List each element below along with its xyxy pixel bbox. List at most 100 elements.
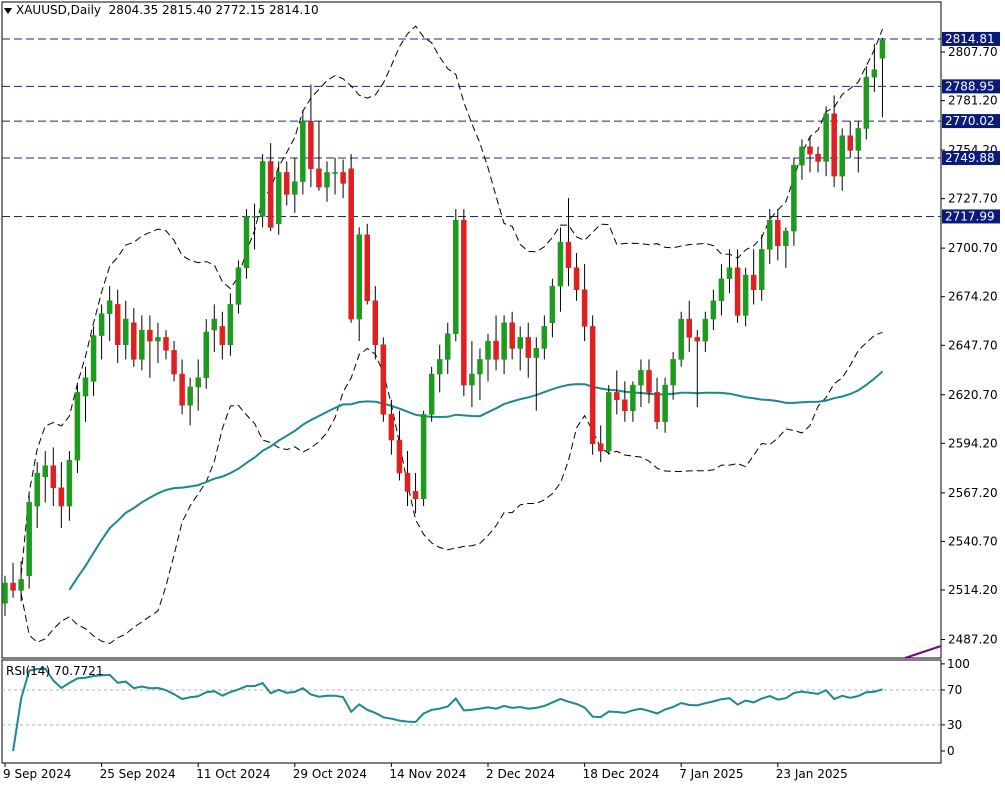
candle-body bbox=[388, 414, 395, 441]
candle-body bbox=[469, 373, 475, 386]
chart-header: XAUUSD,Daily 2804.35 2815.40 2772.15 281… bbox=[4, 3, 319, 17]
candle-body bbox=[783, 230, 789, 247]
x-tick-label: 25 Sep 2024 bbox=[100, 767, 176, 781]
candle-body bbox=[292, 181, 298, 195]
rsi-tick-label: 30 bbox=[947, 718, 962, 732]
candle-body bbox=[871, 69, 878, 78]
candle-body bbox=[275, 172, 282, 225]
candle-body bbox=[10, 582, 16, 591]
candle-body bbox=[147, 329, 153, 342]
candle-body bbox=[533, 348, 540, 358]
candle-body bbox=[372, 300, 379, 345]
candle-body bbox=[445, 333, 451, 360]
candle-body bbox=[477, 359, 483, 375]
candle-body bbox=[436, 359, 443, 375]
price-level-box bbox=[942, 150, 1000, 165]
y-tick-label: 2487.20 bbox=[948, 633, 998, 647]
candle-body bbox=[227, 304, 234, 345]
candle-body bbox=[211, 318, 218, 331]
y-tick-label: 2781.20 bbox=[948, 94, 998, 108]
y-tick-label: 2620.70 bbox=[948, 388, 998, 402]
candle-body bbox=[90, 335, 97, 382]
candle-body bbox=[356, 234, 362, 320]
y-tick-label: 2674.20 bbox=[948, 290, 998, 304]
y-tick-label: 2700.70 bbox=[948, 241, 998, 255]
collapse-triangle-icon[interactable] bbox=[4, 7, 12, 14]
x-tick-label: 9 Sep 2024 bbox=[3, 767, 71, 781]
candle-body bbox=[453, 219, 459, 334]
candle-body bbox=[82, 377, 89, 397]
candle-body bbox=[565, 241, 572, 269]
candle-body bbox=[332, 172, 338, 174]
candle-body bbox=[702, 318, 709, 342]
candle-body bbox=[139, 329, 145, 360]
candle-body bbox=[106, 300, 113, 314]
rsi-tick-label: 0 bbox=[947, 744, 955, 758]
candle-body bbox=[638, 370, 644, 386]
moving-average-line bbox=[68, 370, 884, 591]
candle-body bbox=[2, 582, 8, 604]
bollinger-upper bbox=[20, 25, 883, 576]
candle-body bbox=[74, 392, 81, 461]
candle-body bbox=[235, 267, 242, 305]
candle-body bbox=[493, 340, 499, 360]
candle-body bbox=[131, 322, 137, 360]
candle-body bbox=[630, 384, 636, 411]
candle-body bbox=[66, 459, 73, 507]
candle-body bbox=[485, 340, 491, 360]
candle-body bbox=[597, 443, 604, 452]
rsi-pane-frame bbox=[1, 659, 942, 764]
candle-body bbox=[758, 249, 765, 290]
x-tick-label: 18 Dec 2024 bbox=[583, 767, 660, 781]
candle-body bbox=[243, 216, 250, 269]
candle-body bbox=[879, 40, 886, 59]
candle-body bbox=[517, 337, 523, 349]
candle-body bbox=[98, 313, 105, 336]
candle-body bbox=[195, 377, 201, 388]
candle-body bbox=[316, 168, 322, 188]
candle-body bbox=[187, 386, 193, 406]
candle-body bbox=[308, 120, 314, 170]
x-tick-label: 29 Oct 2024 bbox=[293, 767, 367, 781]
candle-body bbox=[541, 326, 548, 349]
price-level-box bbox=[942, 31, 1000, 46]
candle-body bbox=[670, 359, 676, 386]
candle-body bbox=[791, 164, 797, 232]
candle-body bbox=[501, 322, 507, 360]
price-level-box bbox=[942, 79, 1000, 94]
candle-body bbox=[726, 267, 733, 280]
candle-body bbox=[549, 285, 556, 323]
candle-body bbox=[324, 172, 330, 188]
candle-body bbox=[767, 219, 773, 250]
candle-body bbox=[694, 337, 701, 342]
candle-body bbox=[461, 219, 467, 386]
candle-body bbox=[678, 318, 684, 360]
price-level-box bbox=[942, 209, 1000, 224]
candle-body bbox=[718, 278, 725, 301]
bollinger-lower bbox=[20, 331, 883, 645]
symbol-label: XAUUSD,Daily bbox=[16, 3, 102, 17]
candle-body bbox=[267, 161, 274, 228]
candle-body bbox=[203, 331, 209, 378]
candle-body bbox=[557, 241, 564, 287]
candle-body bbox=[396, 439, 403, 474]
candle-body bbox=[823, 113, 829, 162]
candle-body bbox=[179, 373, 185, 406]
candle-body bbox=[348, 168, 354, 320]
y-tick-label: 2540.70 bbox=[948, 534, 998, 548]
candle-body bbox=[404, 472, 411, 492]
y-tick-label: 2727.70 bbox=[948, 192, 998, 206]
candle-body bbox=[710, 300, 717, 320]
candle-body bbox=[654, 392, 660, 422]
candle-body bbox=[420, 414, 427, 499]
candle-body bbox=[589, 326, 596, 444]
rsi-tick-label: 70 bbox=[947, 683, 962, 697]
candle-body bbox=[646, 370, 652, 393]
candle-body bbox=[364, 234, 370, 301]
x-tick-label: 11 Oct 2024 bbox=[196, 767, 270, 781]
purple-ma-line bbox=[904, 645, 942, 659]
candle-body bbox=[42, 465, 48, 477]
candle-body bbox=[284, 172, 290, 195]
candle-body bbox=[573, 267, 580, 290]
